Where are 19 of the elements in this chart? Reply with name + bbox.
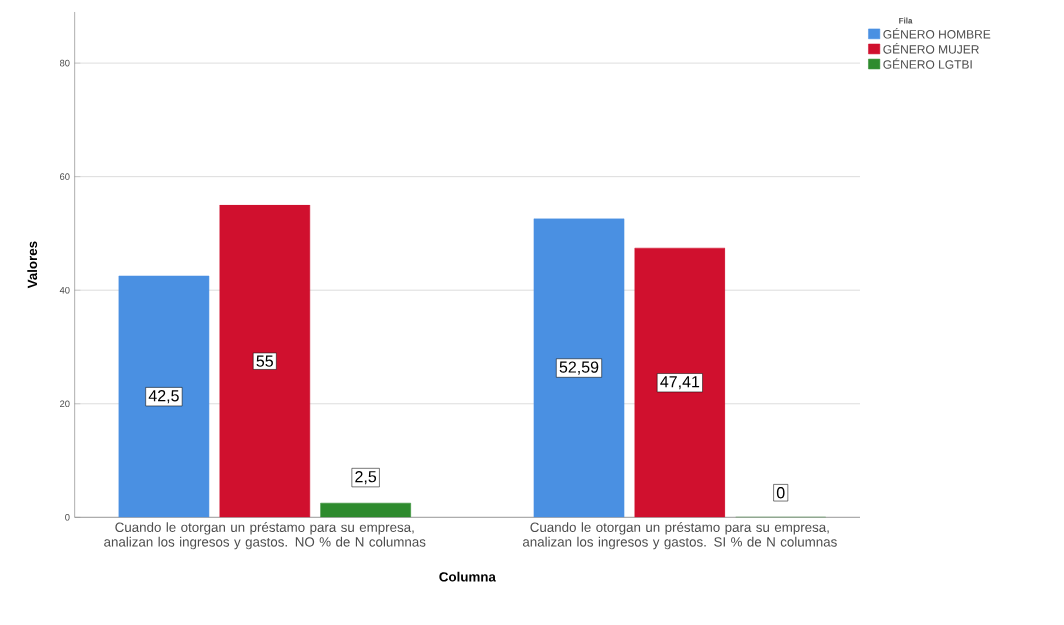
x-tick-label: Cuando le otorgan un préstamo para su empresa, analizan los ingresos y gastos. SI % de N columnas: [522, 521, 837, 550]
x-axis-title: Columna: [439, 571, 496, 582]
data-label: 52,59: [559, 361, 599, 375]
legend-label: GÉNERO LGTBI: [883, 58, 972, 69]
y-tick-label: 20: [60, 400, 70, 407]
data-label: 42,5: [148, 389, 179, 404]
y-tick-label: 80: [59, 59, 70, 67]
x-tick-label: Cuando le otorgan un préstamo para su empresa, analizan los ingresos y gastos. NO % de N columnas: [104, 521, 426, 550]
data-label: 0: [776, 486, 785, 499]
y-tick-label: 60: [60, 173, 70, 180]
y-axis-title: Valores: [27, 241, 38, 289]
legend-label: GÉNERO HOMBRE: [883, 27, 991, 39]
y-tick-label: 40: [59, 286, 70, 294]
data-label: 2,5: [355, 470, 377, 485]
legend-label: GÉNERO MUJER: [883, 42, 979, 54]
data-label: 55: [256, 355, 273, 367]
data-label: 47,41: [660, 376, 700, 390]
legend-title: Fila: [899, 17, 913, 24]
y-tick-label: 0: [65, 513, 70, 521]
